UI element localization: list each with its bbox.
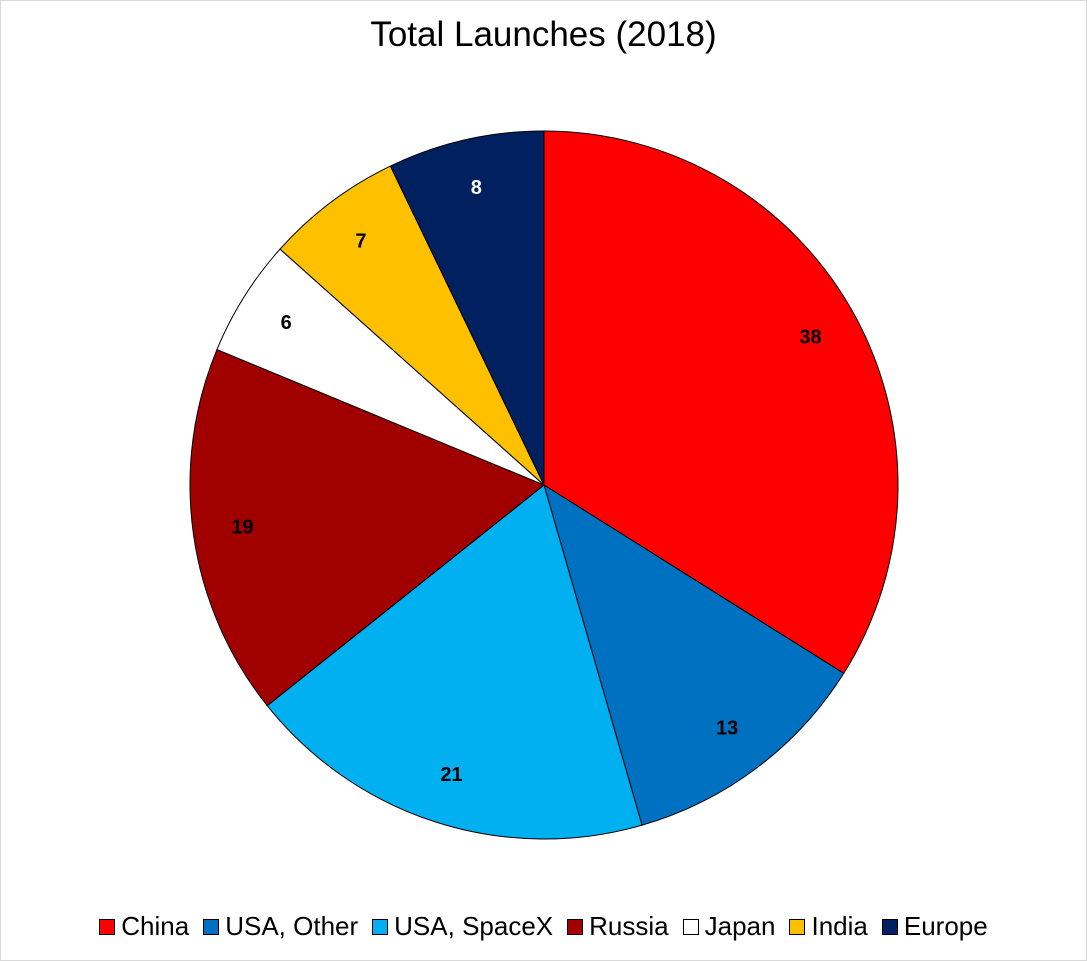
chart-title: Total Launches (2018) [370,15,717,54]
legend-swatch [99,918,116,935]
data-label-usa-other: 13 [716,717,738,739]
pie-slice-usa-other [543,483,845,826]
legend-swatch [789,918,806,935]
data-label-usa-spacex: 21 [440,764,462,786]
data-label-russia: 19 [231,517,253,539]
data-label-japan: 6 [281,312,292,334]
pie-slice-usa-spacex [266,484,643,840]
data-label-india: 7 [355,231,366,253]
legend-item-usa-other: USA, Other [203,911,358,942]
legend-label: USA, SpaceX [394,911,554,941]
legend-item-china: China [99,911,189,942]
legend-item-usa-spacex: USA, SpaceX [372,911,553,942]
legend: China USA, Other USA, SpaceX Russia Japan Ind… [1,911,1086,942]
pie-slice-europe [389,130,545,486]
pie-chart: 38 13 21 19 6 7 8 [189,130,899,840]
legend-swatch [372,918,389,935]
legend-swatch [567,918,584,935]
legend-item-india: India [789,911,868,942]
data-label-europe: 8 [471,177,482,199]
legend-item-japan: Japan [682,911,776,942]
legend-swatch [881,918,898,935]
legend-label: Europe [903,911,988,941]
legend-swatch [203,918,220,935]
data-label-china: 38 [799,327,821,349]
pie-slice-russia [189,348,545,707]
legend-item-europe: Europe [881,911,988,942]
pie-slice-china [543,130,899,675]
legend-label: USA, Other [225,911,359,941]
legend-label: China [121,911,190,941]
legend-label: Japan [704,911,776,941]
legend-label: India [811,911,868,941]
pie-slice-india [279,165,545,486]
legend-item-russia: Russia [567,911,669,942]
legend-label: Russia [589,911,669,941]
legend-swatch [682,918,699,935]
